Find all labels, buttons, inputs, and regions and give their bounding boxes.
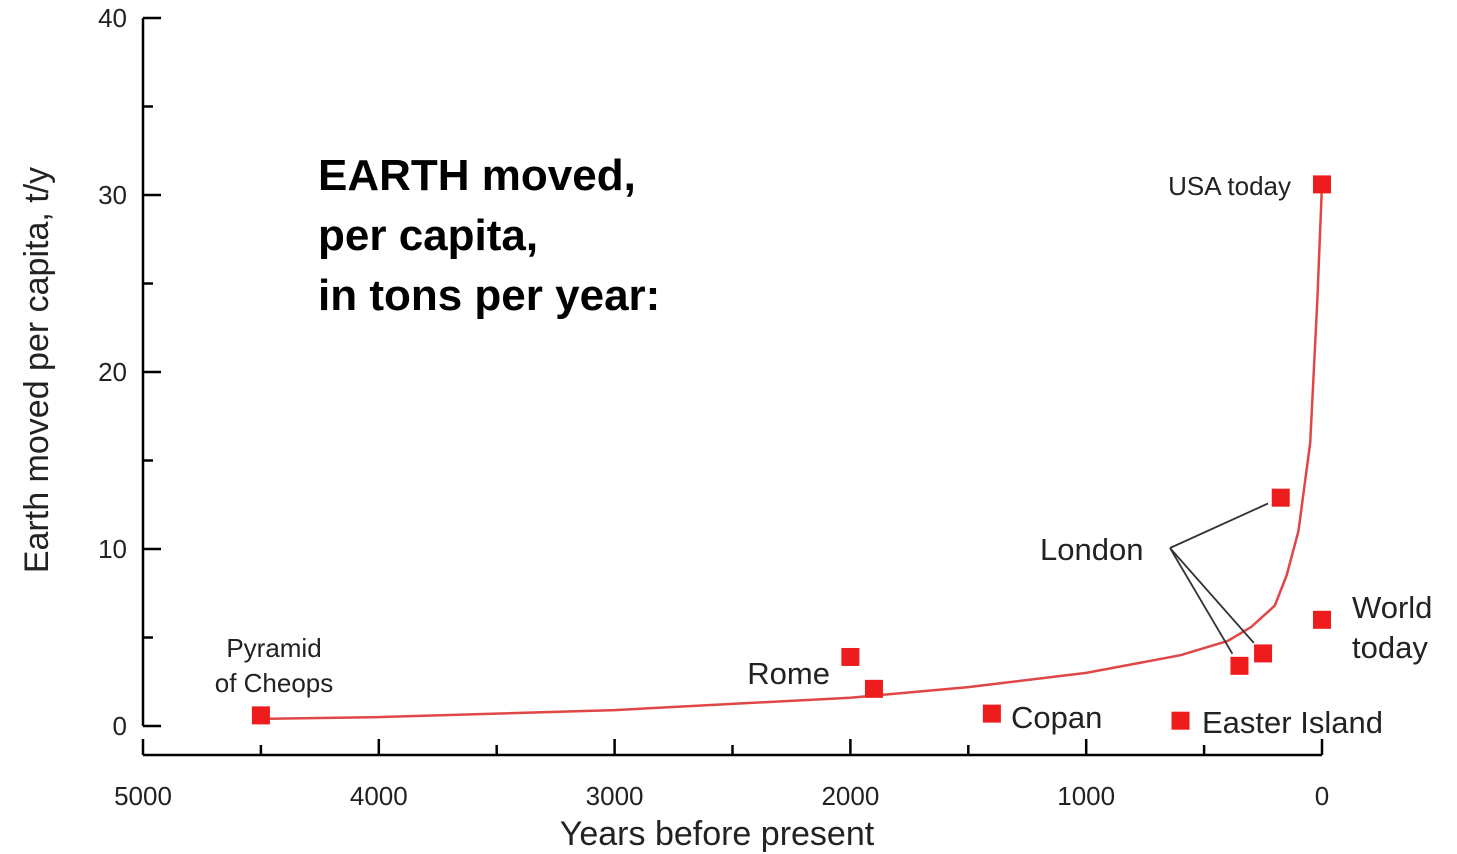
label-london: London (1040, 532, 1143, 567)
y-tick-label: 10 (98, 534, 127, 564)
labels: EARTH moved, per capita, in tons per yea… (18, 151, 1432, 853)
marker-copan (982, 704, 1001, 723)
y-tick-label: 30 (98, 180, 127, 210)
marker-london-1 (1230, 656, 1249, 675)
marker-rome-2 (864, 679, 883, 698)
label-copan: Copan (1011, 700, 1102, 735)
label-cheops-line-2: of Cheops (215, 668, 334, 698)
y-tick-label: 0 (113, 711, 127, 741)
leader-lines (1169, 502, 1269, 655)
label-world-today-line-1: World (1352, 590, 1432, 625)
data-markers (251, 175, 1331, 730)
marker-london-3 (1271, 488, 1290, 507)
x-tick-label: 2000 (821, 781, 879, 811)
leader-line-london-2 (1169, 547, 1255, 644)
label-cheops-line-1: Pyramid (226, 633, 321, 663)
chart-title-line-1: EARTH moved, (318, 151, 636, 200)
label-world-today-line-2: today (1352, 630, 1428, 665)
y-tick-label: 20 (98, 357, 127, 387)
x-tick-label: 1000 (1057, 781, 1115, 811)
x-axis-title: Years before present (560, 815, 875, 853)
marker-usa-today (1313, 175, 1331, 194)
marker-easter-island (1171, 711, 1190, 730)
y-axis-title: Earth moved per capita, t/y (18, 167, 56, 573)
marker-london-2 (1254, 644, 1273, 663)
x-tick-label: 4000 (350, 781, 408, 811)
marker-world-today (1313, 610, 1331, 629)
trend-curve (260, 184, 1324, 721)
marker-cheops (251, 706, 270, 725)
label-usa-today: USA today (1168, 171, 1291, 201)
leader-line-london-1 (1169, 547, 1234, 655)
x-tick-label: 5000 (114, 781, 172, 811)
x-tick-label: 0 (1315, 781, 1329, 811)
y-tick-label: 40 (98, 3, 127, 33)
marker-rome-1 (841, 647, 860, 666)
chart-title-line-3: in tons per year: (318, 271, 660, 320)
x-tick-label: 3000 (586, 781, 644, 811)
chart-title-line-2: per capita, (318, 211, 538, 260)
trend-curve-layer (260, 184, 1324, 721)
axes: 0 10 20 30 40 5000 4000 3000 2000 1000 0 (98, 3, 1329, 811)
leader-line-london-3 (1169, 502, 1269, 549)
label-easter-island: Easter Island (1202, 705, 1383, 740)
label-rome: Rome (747, 656, 830, 691)
